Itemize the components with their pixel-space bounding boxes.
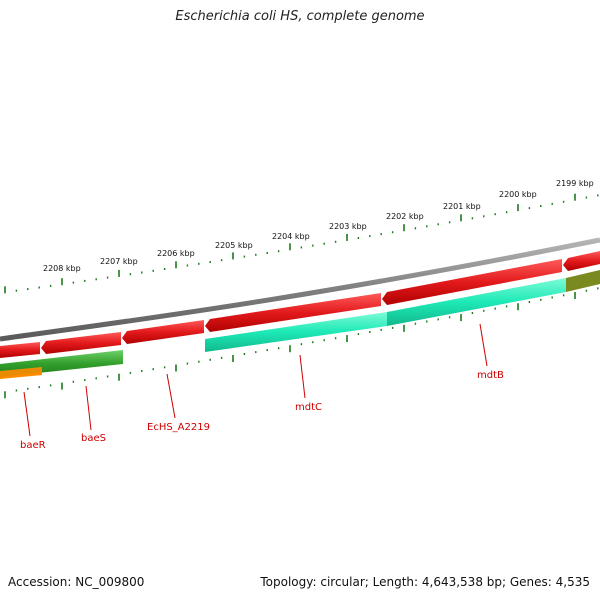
gene-label-baeR: baeR [20,440,46,451]
genome-backbone [0,237,600,342]
gene-labels: baeR baeS EcHS_A2219 mdtC mdtB [20,370,504,451]
gene-baeR-overlay [0,367,42,378]
inner-scale [4,287,599,399]
forward-strand-features [0,251,600,358]
map-title: Escherichia coli HS, complete genome [175,9,425,24]
gene-mdtC-bar [205,312,387,352]
kbp-label-2200: 2200 kbp [499,190,537,199]
gene-olive-bar [566,270,600,292]
kbp-label-2208: 2208 kbp [43,264,81,273]
leader-mdtC [299,354,306,399]
accession-text: Accession: NC_009800 [8,575,145,589]
leader-EcHS_A2219 [166,373,176,419]
gene-label-mdtB: mdtB [477,370,504,381]
kbp-label-2205: 2205 kbp [215,241,253,250]
outer-scale [4,193,599,294]
leader-mdtB [479,323,488,367]
cds-forward-1 [0,342,40,358]
gene-label-baeS: baeS [81,433,106,444]
cds-forward-6 [563,251,600,271]
kbp-labels: 2208 kbp 2207 kbp 2206 kbp 2205 kbp 2204… [43,179,594,273]
cds-forward-5 [382,259,562,305]
kbp-label-2199: 2199 kbp [556,179,594,188]
gene-label-mdtC: mdtC [295,402,322,413]
cds-forward-2 [41,332,121,354]
gene-leaders [23,323,488,437]
kbp-label-2206: 2206 kbp [157,249,195,258]
reverse-strand-features [0,270,600,379]
gene-mdtB-bar [387,278,566,326]
kbp-label-2203: 2203 kbp [329,222,367,231]
kbp-label-2201: 2201 kbp [443,202,481,211]
leader-baeS [85,385,92,431]
cds-forward-4 [205,293,381,332]
topology-summary: Topology: circular; Length: 4,643,538 bp… [260,575,590,589]
kbp-label-2204: 2204 kbp [272,232,310,241]
kbp-label-2202: 2202 kbp [386,212,424,221]
kbp-label-2207: 2207 kbp [100,257,138,266]
gene-label-EcHS_A2219: EcHS_A2219 [147,422,210,433]
leader-baeR [23,391,31,437]
cds-forward-3 [122,320,204,344]
